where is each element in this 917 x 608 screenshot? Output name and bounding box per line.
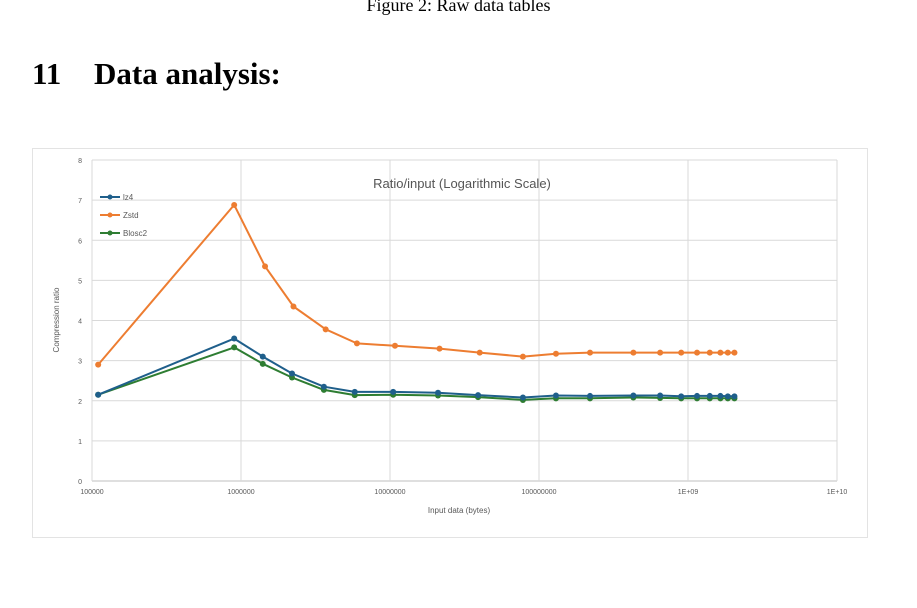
data-point <box>587 392 594 399</box>
x-tick-label: 10000000 <box>374 489 405 496</box>
data-point <box>476 349 483 356</box>
legend-marker <box>107 212 113 218</box>
data-point <box>259 360 266 367</box>
x-tick-label: 100000 <box>80 489 103 496</box>
data-point <box>262 263 269 270</box>
data-point <box>519 353 526 360</box>
section-number: 11 <box>32 56 62 91</box>
data-point <box>436 345 443 352</box>
data-point <box>351 388 358 395</box>
y-tick-label: 5 <box>78 278 82 285</box>
data-point <box>731 393 738 400</box>
data-point <box>231 201 238 208</box>
x-tick-label: 1E+09 <box>678 489 699 496</box>
chart-legend: lz4 Zstd Blosc2 <box>100 193 148 238</box>
data-point <box>290 303 297 310</box>
data-point <box>353 340 360 347</box>
y-tick-label: 3 <box>78 359 82 366</box>
legend-item: Blosc2 <box>100 229 148 238</box>
legend-marker <box>107 230 113 236</box>
series-lz4 <box>95 335 738 401</box>
data-point <box>678 393 685 400</box>
data-point <box>552 350 559 357</box>
data-point <box>519 394 526 401</box>
data-point <box>630 349 637 356</box>
data-point <box>731 349 738 356</box>
chart: 0 1 2 3 4 5 6 7 8 100000 1000000 10000000 100000000 1… <box>52 158 847 515</box>
y-tick-label: 6 <box>78 238 82 245</box>
chart-frame <box>32 148 868 538</box>
section-heading: 11 Data analysis: <box>32 54 281 94</box>
data-point <box>717 392 724 399</box>
data-point <box>657 349 664 356</box>
data-point <box>694 392 701 399</box>
data-point <box>322 326 329 333</box>
data-point <box>391 342 398 349</box>
legend-item: Zstd <box>100 211 139 220</box>
data-point <box>552 392 559 399</box>
data-point <box>706 392 713 399</box>
data-point <box>630 392 637 399</box>
legend-item: lz4 <box>100 193 134 202</box>
data-point <box>231 344 238 351</box>
data-point <box>435 389 442 396</box>
y-tick-label: 7 <box>78 198 82 205</box>
legend-label: Blosc2 <box>123 229 148 238</box>
chart-series <box>95 201 738 403</box>
data-point <box>587 349 594 356</box>
x-tick-label: 1E+10 <box>827 489 848 496</box>
x-tick-label: 1000000 <box>227 489 254 496</box>
chart-grid <box>91 159 838 482</box>
y-tick-label: 4 <box>78 319 82 326</box>
data-point <box>475 392 482 399</box>
chart-title: Ratio/input (Logarithmic Scale) <box>373 176 551 191</box>
data-point <box>95 391 102 398</box>
series-line <box>97 203 735 366</box>
data-point <box>657 392 664 399</box>
legend-label: Zstd <box>123 211 139 220</box>
data-point <box>694 349 701 356</box>
y-tick-label: 1 <box>78 439 82 446</box>
section-title: Data analysis: <box>94 56 281 91</box>
data-point <box>95 361 102 368</box>
data-point <box>259 353 266 360</box>
data-point <box>717 349 724 356</box>
data-point <box>706 349 713 356</box>
series-zstd <box>95 201 738 368</box>
data-point <box>320 383 327 390</box>
x-tick-label: 100000000 <box>521 489 556 496</box>
data-point <box>678 349 685 356</box>
data-point <box>724 393 731 400</box>
legend-label: lz4 <box>123 193 134 202</box>
legend-marker <box>107 194 113 200</box>
data-point <box>390 388 397 395</box>
y-tick-label: 2 <box>78 399 82 406</box>
chart-axis-labels: 0 1 2 3 4 5 6 7 8 100000 1000000 10000000 100000000 1… <box>78 158 847 496</box>
y-tick-label: 0 <box>78 479 82 486</box>
data-point <box>231 335 238 342</box>
y-tick-label: 8 <box>78 158 82 165</box>
figure-caption: Figure 2: Raw data tables <box>366 0 551 15</box>
data-point <box>724 349 731 356</box>
x-axis-title: Input data (bytes) <box>428 506 491 515</box>
data-point <box>289 370 296 377</box>
y-axis-title: Compression ratio <box>52 287 61 352</box>
